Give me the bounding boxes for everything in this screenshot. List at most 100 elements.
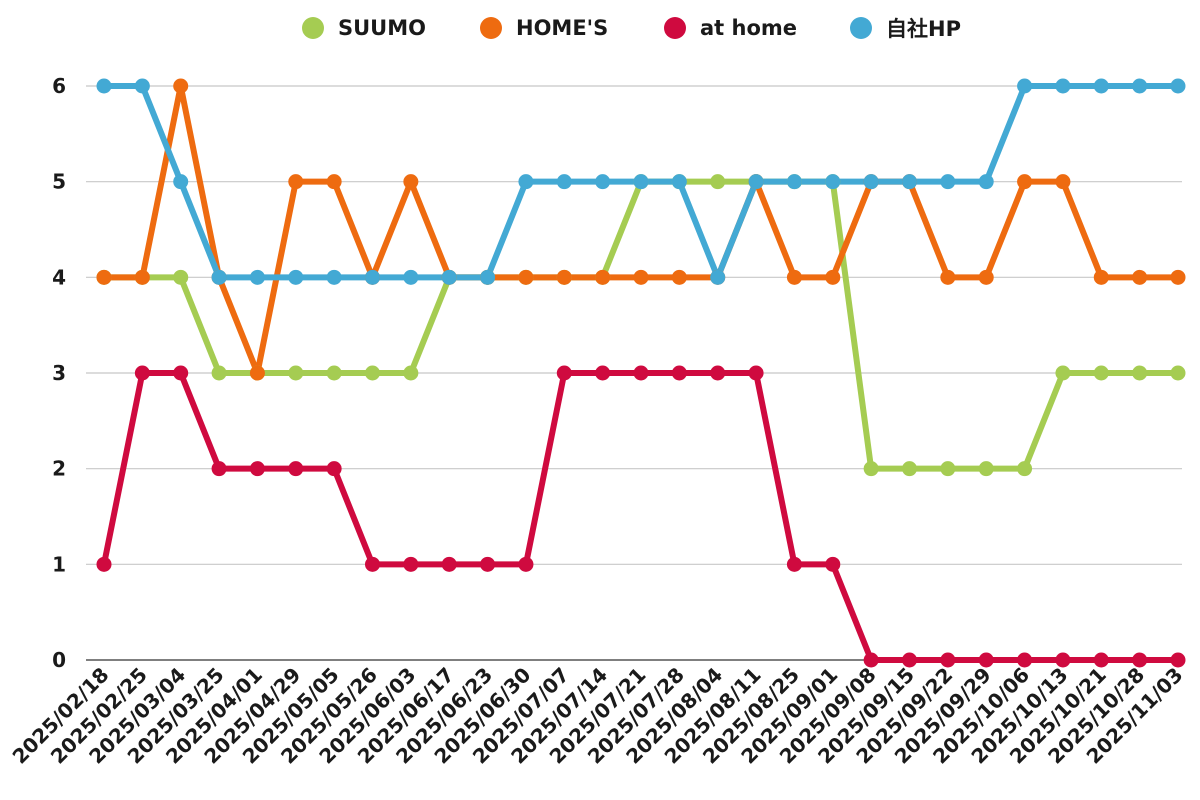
data-point-home-s [978,269,994,285]
data-point-hp [863,174,879,190]
legend-swatch-suumo [302,17,324,39]
data-point-home-s [671,269,687,285]
data-point-at-home [1170,652,1186,668]
data-point-hp [786,174,802,190]
legend-label-company-hp: 自社HP [886,17,961,41]
data-point-at-home [978,652,994,668]
data-point-home-s [1170,269,1186,285]
data-point-suumo [902,461,917,477]
data-point-hp [1055,78,1071,94]
legend-label-homes: HOME'S [516,16,609,40]
data-point-home-s [134,269,150,285]
y-tick-label: 4 [52,265,66,289]
data-point-hp [940,174,956,190]
data-point-home-s [1093,269,1109,285]
y-tick-label: 3 [52,361,66,385]
data-point-at-home [710,365,726,381]
data-point-suumo [365,365,380,381]
data-point-home-s [173,78,189,94]
data-point-hp [249,269,265,285]
y-tick-label: 2 [52,457,66,481]
data-point-home-s [1055,174,1071,190]
data-point-hp [96,78,112,94]
data-point-hp [671,174,687,190]
data-point-hp [633,174,649,190]
legend-swatch-company-hp [850,17,872,39]
data-point-at-home [403,556,419,572]
data-point-hp [978,174,994,190]
data-point-suumo [1132,365,1148,381]
data-point-suumo [863,461,879,477]
legend: SUUMO HOME'S at home 自社HP [0,10,1200,46]
data-point-hp [288,269,304,285]
data-point-hp [748,174,764,190]
data-point-at-home [211,461,227,477]
data-point-suumo [288,365,304,381]
data-point-home-s [1132,269,1148,285]
y-tick-label: 0 [52,648,66,672]
data-point-suumo [1055,365,1071,381]
data-point-at-home [1055,652,1071,668]
legend-item-at-home[interactable]: at home [664,10,797,46]
data-point-hp [710,269,726,285]
series-line-home-s [101,83,1181,376]
data-point-suumo [978,461,994,477]
data-point-at-home [1017,652,1033,668]
data-point-at-home [940,652,956,668]
y-tick-label: 5 [52,170,66,194]
data-point-home-s [249,365,265,381]
data-point-hp [173,174,189,190]
data-point-home-s [518,269,534,285]
data-point-at-home [633,365,649,381]
data-point-at-home [173,365,189,381]
data-point-at-home [441,556,457,572]
data-point-home-s [940,269,956,285]
data-point-home-s [633,269,649,285]
data-point-at-home [134,365,150,381]
data-point-at-home [863,652,879,668]
data-point-suumo [326,365,342,381]
data-point-hp [902,174,917,190]
data-point-home-s [326,174,342,190]
data-point-hp [365,269,380,285]
data-point-hp [403,269,419,285]
data-point-hp [480,269,496,285]
data-point-at-home [556,365,572,381]
data-point-at-home [326,461,342,477]
data-point-at-home [288,461,304,477]
data-point-home-s [556,269,572,285]
legend-item-suumo[interactable]: SUUMO [302,10,426,46]
data-point-hp [1170,78,1186,94]
data-point-home-s [96,269,112,285]
data-point-home-s [1017,174,1033,190]
data-point-home-s [595,269,611,285]
data-point-hp [441,269,457,285]
legend-item-homes[interactable]: HOME'S [480,10,608,46]
data-point-at-home [1093,652,1109,668]
data-point-at-home [1132,652,1148,668]
data-point-suumo [173,269,189,285]
data-point-hp [518,174,534,190]
data-point-hp [211,269,227,285]
legend-swatch-homes [480,17,502,39]
legend-label-suumo: SUUMO [338,16,426,40]
data-point-suumo [940,461,956,477]
data-point-home-s [825,269,841,285]
data-point-hp [134,78,150,94]
legend-item-company-hp[interactable]: 自社HP [850,10,961,46]
data-point-at-home [825,556,841,572]
data-point-at-home [748,365,764,381]
data-point-hp [556,174,572,190]
data-point-hp [1017,78,1033,94]
data-point-suumo [211,365,227,381]
data-point-at-home [786,556,802,572]
data-point-suumo [710,174,726,190]
data-point-at-home [595,365,611,381]
data-point-at-home [480,556,496,572]
data-point-at-home [671,365,687,381]
data-point-hp [1132,78,1148,94]
data-point-at-home [902,652,917,668]
legend-label-at-home: at home [700,16,798,40]
data-point-hp [595,174,611,190]
